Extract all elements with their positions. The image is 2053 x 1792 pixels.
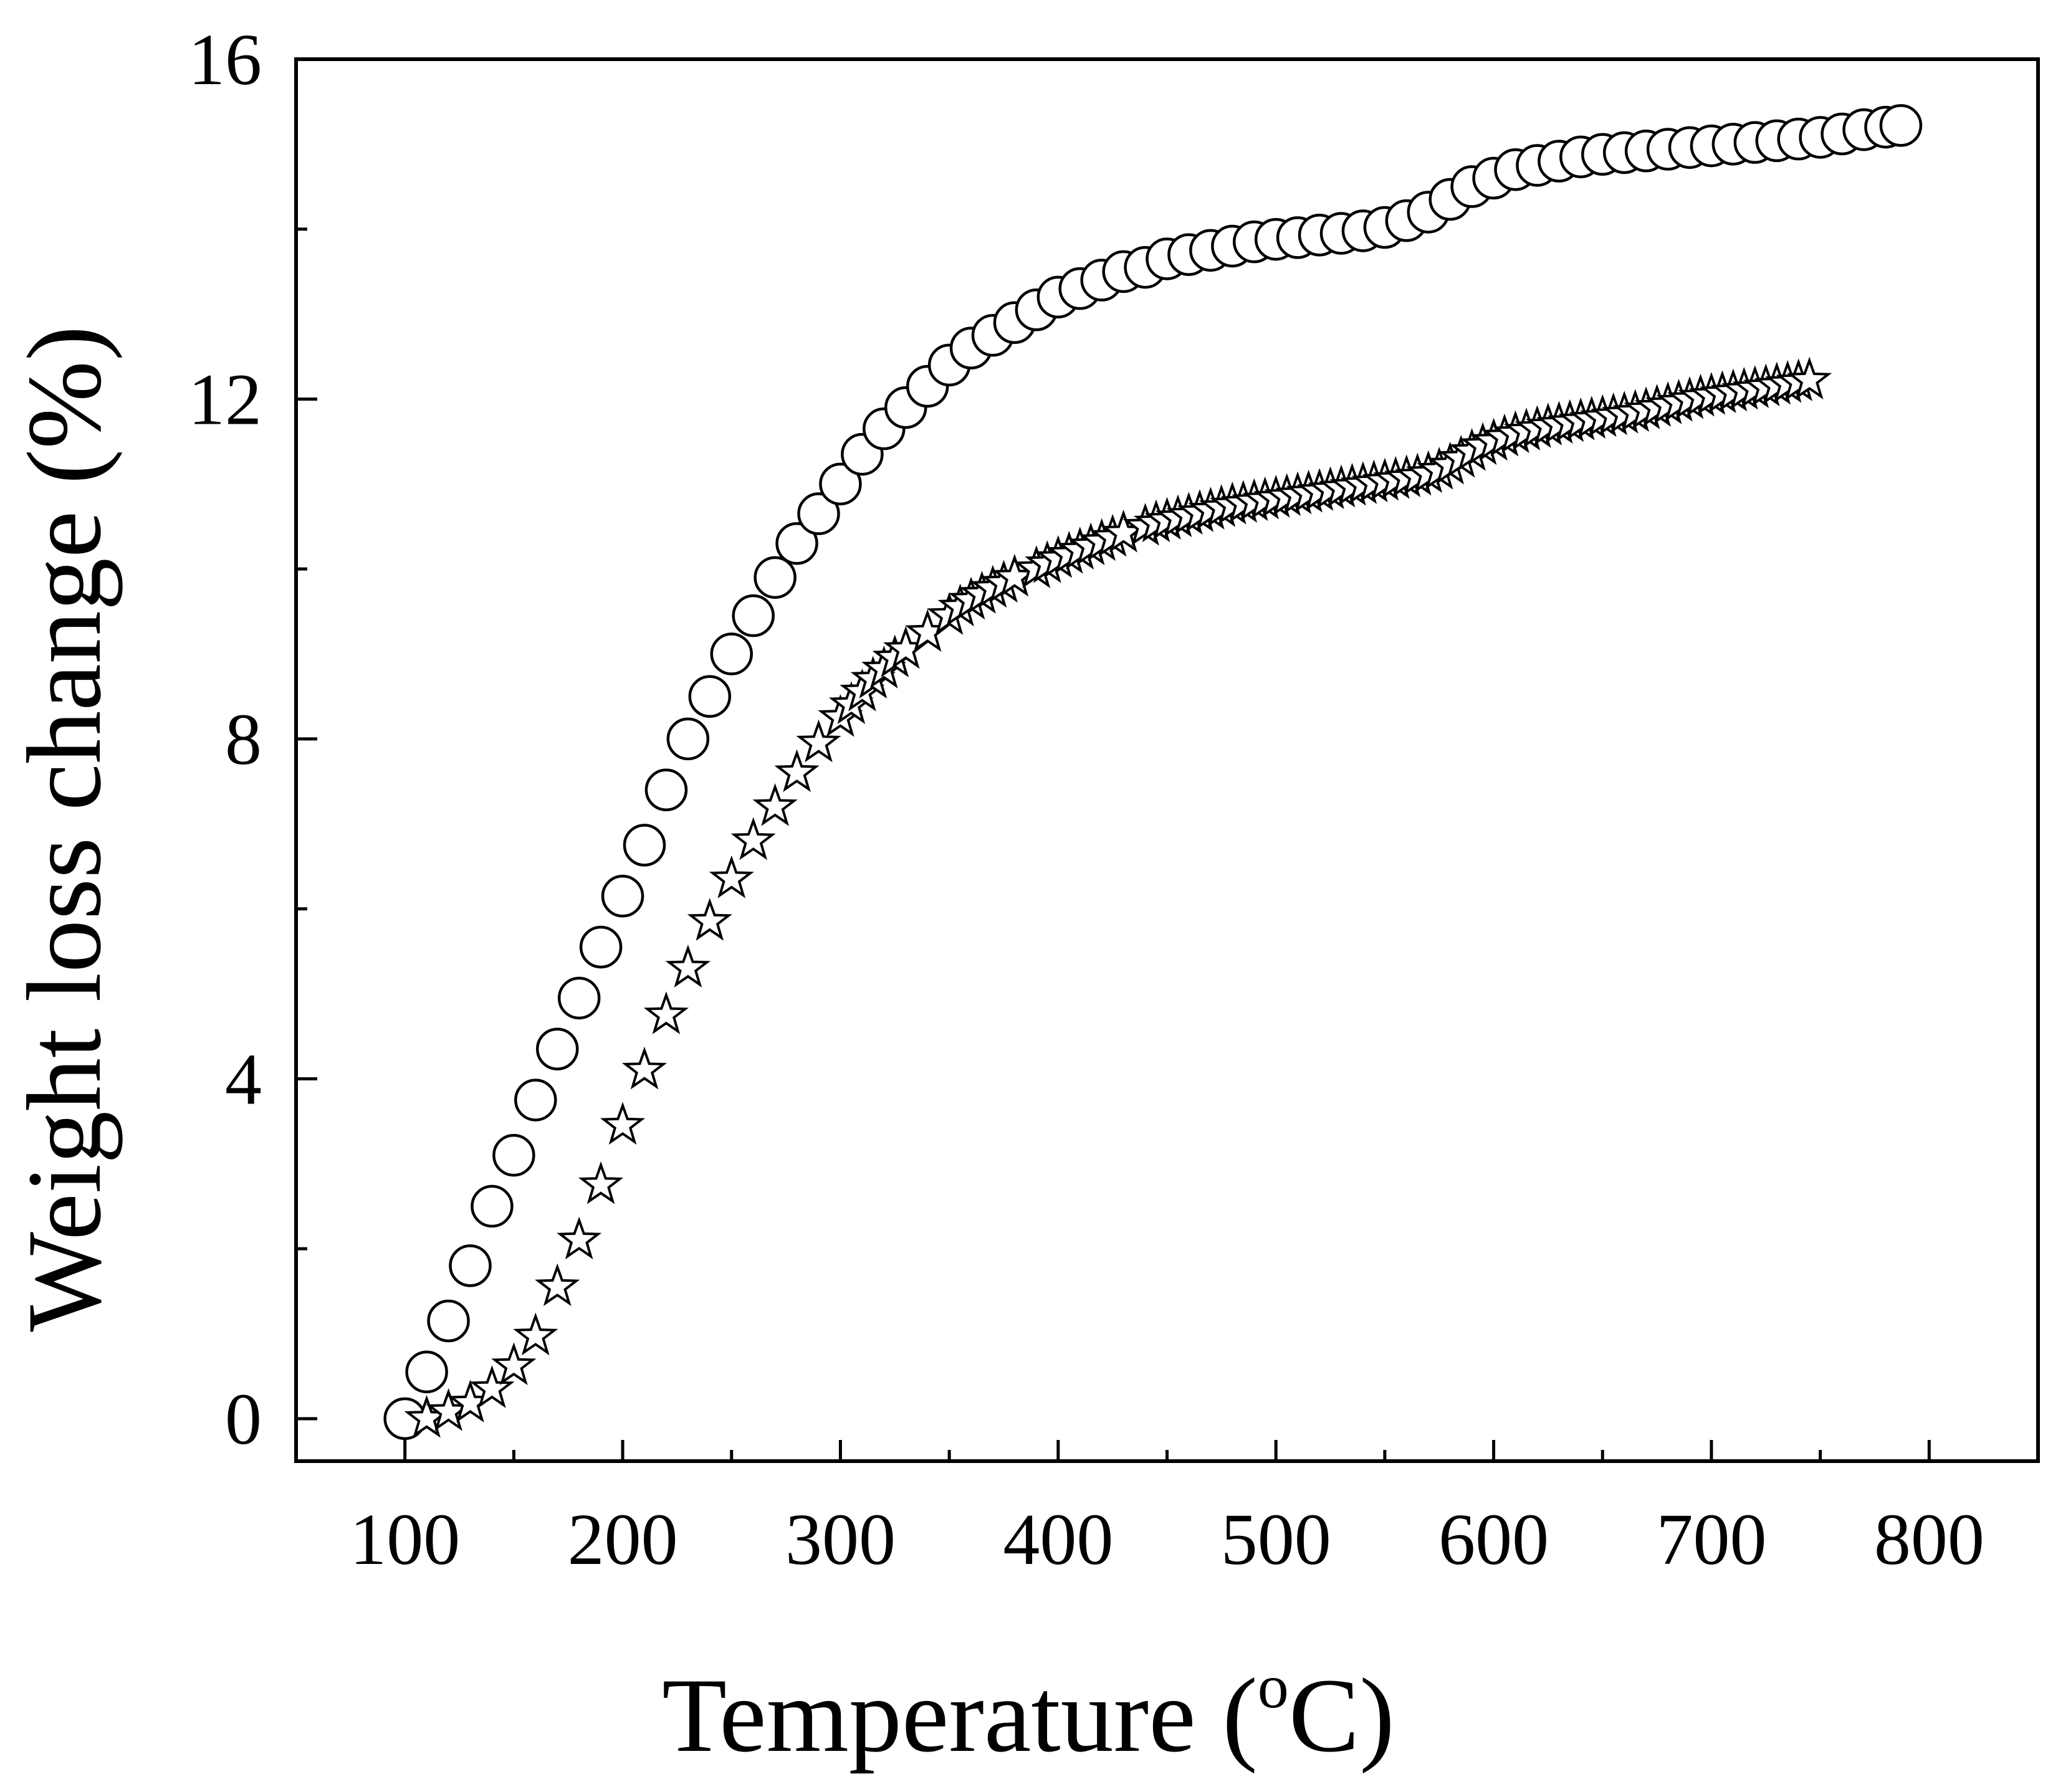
x-axis-title-degree: o <box>1258 1652 1289 1721</box>
x-axis-title: Temperature (oC) <box>662 1652 1395 1774</box>
x-tick-label: 500 <box>1221 1499 1331 1580</box>
x-tick-label: 600 <box>1438 1499 1549 1580</box>
x-tick-label: 200 <box>568 1499 678 1580</box>
star-data-point <box>600 1102 646 1145</box>
circle-data-point <box>536 1027 579 1070</box>
x-axis-title-main: Temperature ( <box>662 1657 1258 1774</box>
star-data-point <box>665 945 711 988</box>
star-data-point <box>752 783 798 826</box>
star-data-point <box>643 991 689 1034</box>
circles-series <box>383 104 1923 1441</box>
y-tick-label: 4 <box>225 1038 262 1120</box>
circle-data-point <box>732 594 775 637</box>
y-tick-label: 0 <box>225 1378 262 1460</box>
circle-data-point <box>557 976 601 1020</box>
x-axis-title-unit: C) <box>1289 1657 1395 1774</box>
y-tick-label: 16 <box>188 19 262 100</box>
circle-data-point <box>797 492 840 535</box>
circle-data-point <box>449 1244 492 1287</box>
circle-data-point <box>601 874 644 918</box>
circle-data-point <box>427 1299 470 1343</box>
circle-data-point <box>471 1184 514 1228</box>
star-data-point <box>578 1161 624 1204</box>
y-axis-title: Weight loss change (%) <box>6 326 123 1332</box>
circle-data-point <box>623 824 666 867</box>
x-tick-label: 700 <box>1656 1499 1766 1580</box>
star-data-point <box>730 817 776 860</box>
x-tick-label: 400 <box>1003 1499 1113 1580</box>
star-data-point <box>687 898 732 941</box>
circle-data-point <box>579 925 623 969</box>
circle-data-point <box>688 675 732 718</box>
x-tick-label: 100 <box>350 1499 460 1580</box>
star-data-point <box>557 1216 602 1260</box>
star-data-point <box>796 719 841 763</box>
star-data-point <box>513 1312 558 1356</box>
star-data-point <box>774 749 820 793</box>
circle-data-point <box>405 1350 448 1394</box>
circle-data-point <box>754 556 797 599</box>
plot-area <box>383 104 1923 1441</box>
circle-data-point <box>819 462 862 506</box>
star-data-point <box>709 855 754 898</box>
star-data-point <box>469 1365 515 1408</box>
circle-data-point <box>514 1079 557 1122</box>
circle-data-point <box>775 522 818 565</box>
star-data-point <box>621 1046 668 1090</box>
circle-data-point <box>710 632 753 675</box>
y-tick-label: 8 <box>225 698 262 780</box>
circle-data-point <box>666 717 710 761</box>
circle-data-point <box>492 1133 535 1177</box>
star-data-point <box>535 1263 580 1307</box>
circle-data-point <box>644 768 688 811</box>
y-tick-label: 12 <box>188 358 262 440</box>
x-tick-label: 300 <box>785 1499 896 1580</box>
axes: 100 200 300 400 500 600 700 800 0 4 8 12 16 <box>188 19 2040 1580</box>
circle-data-point <box>1879 104 1923 147</box>
x-tick-label: 800 <box>1874 1499 1984 1580</box>
star-data-point <box>1787 356 1832 400</box>
star-data-point <box>491 1342 537 1386</box>
stars-series <box>404 356 1832 1438</box>
